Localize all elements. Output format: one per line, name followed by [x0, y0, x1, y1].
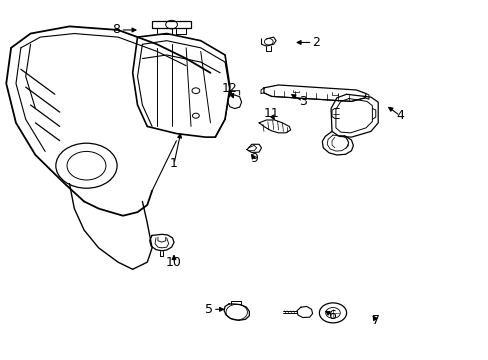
Text: 2: 2: [312, 36, 320, 49]
Text: 4: 4: [395, 109, 403, 122]
Text: 1: 1: [170, 157, 178, 170]
Text: 10: 10: [166, 256, 182, 269]
Text: 9: 9: [250, 152, 258, 165]
Text: 7: 7: [371, 314, 379, 327]
Text: 8: 8: [112, 23, 120, 36]
Text: 11: 11: [263, 107, 279, 120]
Text: 12: 12: [222, 82, 237, 95]
Text: 5: 5: [204, 303, 212, 316]
Text: 6: 6: [327, 309, 335, 321]
Text: 3: 3: [298, 95, 306, 108]
